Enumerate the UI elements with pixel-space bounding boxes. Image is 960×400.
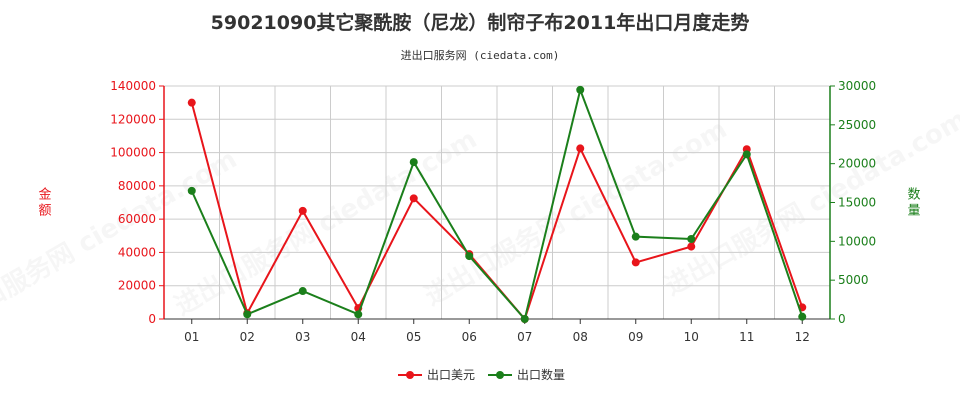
series-2-point [187, 186, 196, 195]
series-2-point [354, 310, 363, 319]
series-2-point [409, 158, 418, 167]
series-2-point [243, 310, 252, 319]
y-left-axis-label: 金额 [38, 187, 51, 219]
x-tick-label: 04 [351, 330, 366, 344]
x-tick-label: 01 [184, 330, 199, 344]
legend-label-1: 出口美元 [427, 368, 475, 382]
series-1-point [631, 258, 640, 267]
chart-subtitle: 进出口服务网 (ciedata.com) [400, 49, 560, 62]
y-right-tick-label: 5000 [838, 273, 869, 287]
x-tick-label: 11 [739, 330, 754, 344]
x-tick-label: 06 [462, 330, 477, 344]
y-right-tick-label: 25000 [838, 118, 876, 132]
y-right-tick-label: 0 [838, 312, 846, 326]
series-2-point [576, 85, 585, 94]
series-2-point [465, 252, 474, 261]
series-1-point [187, 98, 196, 107]
y-right-tick-label: 10000 [838, 234, 876, 248]
y-left-tick-label: 40000 [118, 245, 156, 259]
series-1-point [576, 144, 585, 153]
watermark-text: 进出口服务网 ciedata.com [0, 144, 242, 342]
series-1-point [409, 194, 418, 203]
x-tick-label: 02 [240, 330, 255, 344]
y-left-tick-label: 60000 [118, 212, 156, 226]
legend-marker-2 [496, 371, 504, 379]
y-left-tick-label: 120000 [110, 112, 156, 126]
legend-marker-1 [406, 371, 414, 379]
x-tick-label: 05 [406, 330, 421, 344]
y-right-tick-label: 30000 [838, 79, 876, 93]
y-left-tick-label: 140000 [110, 79, 156, 93]
x-tick-label: 09 [628, 330, 643, 344]
chart-title: 59021090其它聚酰胺（尼龙）制帘子布2011年出口月度走势 [210, 12, 750, 34]
y-left-tick-label: 0 [148, 312, 156, 326]
series-1-point [298, 206, 307, 215]
series-2-point [742, 150, 751, 159]
y-left-tick-label: 20000 [118, 279, 156, 293]
series-2-point [298, 287, 307, 296]
series-1-point [687, 242, 696, 251]
y-right-axis-label: 数量 [907, 188, 920, 219]
y-right-tick-label: 20000 [838, 157, 876, 171]
x-tick-label: 12 [795, 330, 810, 344]
x-tick-label: 03 [295, 330, 310, 344]
legend-label-2: 出口数量 [517, 367, 565, 382]
y-left-tick-label: 80000 [118, 179, 156, 193]
series-2-point [798, 312, 807, 321]
series-2-point [687, 235, 696, 244]
y-right-tick-label: 15000 [838, 196, 876, 210]
x-tick-label: 07 [517, 330, 532, 344]
series-line-2 [190, 86, 804, 322]
series-2-point [631, 232, 640, 241]
x-tick-label: 08 [573, 330, 588, 344]
y-left-tick-label: 100000 [110, 146, 156, 160]
series-2-point [520, 315, 529, 323]
x-tick-label: 10 [684, 330, 699, 344]
